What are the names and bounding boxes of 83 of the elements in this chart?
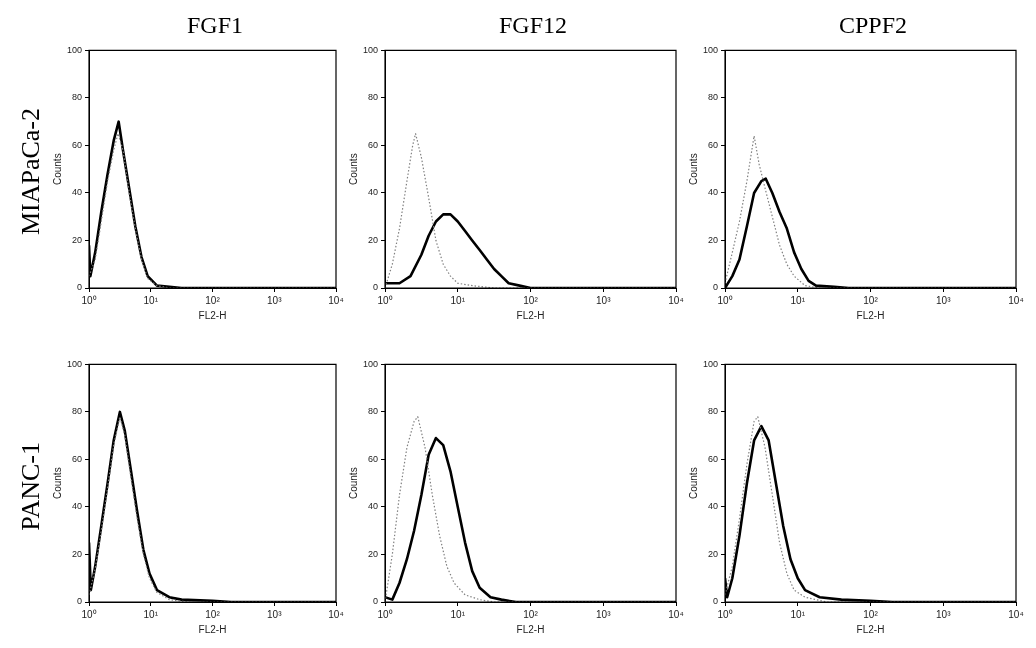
x-tick-label: 10² <box>205 294 221 306</box>
x-tick-label: 10³ <box>596 294 612 306</box>
y-tick-label: 40 <box>708 187 719 198</box>
y-tick-label: 20 <box>72 548 83 559</box>
y-tick-label: 100 <box>66 44 83 55</box>
y-tick-label: 40 <box>72 187 83 198</box>
x-tick-label: 10² <box>863 294 879 306</box>
x-tick-label: 10⁰ <box>717 608 733 620</box>
y-tick-label: 0 <box>713 282 719 293</box>
y-tick-label: 100 <box>66 358 83 369</box>
text: PANC-1 <box>16 441 46 531</box>
y-tick-label: 60 <box>72 139 83 150</box>
x-tick-label: 10¹ <box>143 608 159 620</box>
y-tick-label: 80 <box>72 406 83 417</box>
y-tick-label: 20 <box>368 548 379 559</box>
x-axis-title: FL2-H <box>856 623 885 635</box>
x-tick-label: 10⁰ <box>377 294 393 306</box>
y-tick-label: 60 <box>708 139 719 150</box>
x-tick-label: 10⁴ <box>668 294 684 306</box>
x-tick-label: 10⁴ <box>1008 294 1024 306</box>
x-tick-label: 10⁴ <box>328 294 344 306</box>
x-axis-title: FL2-H <box>516 623 545 635</box>
y-tick-label: 60 <box>708 453 719 464</box>
y-tick-label: 80 <box>708 406 719 417</box>
chart-title: FGF1 <box>186 11 244 40</box>
x-tick-label: 10³ <box>267 294 283 306</box>
y-tick-label: 20 <box>368 234 379 245</box>
y-tick-label: 100 <box>702 44 719 55</box>
y-tick-label: 0 <box>77 596 83 607</box>
y-tick-label: 0 <box>373 596 379 607</box>
y-tick-label: 20 <box>708 548 719 559</box>
y-axis-title: Counts <box>347 467 359 500</box>
y-tick-label: 20 <box>72 234 83 245</box>
y-tick-label: 40 <box>368 501 379 512</box>
x-tick-label: 10² <box>863 608 879 620</box>
y-tick-label: 80 <box>72 92 83 103</box>
x-tick-label: 10¹ <box>450 608 466 620</box>
x-tick-label: 10³ <box>267 608 283 620</box>
x-axis-title: FL2-H <box>198 623 227 635</box>
y-axis-title: Counts <box>687 153 699 186</box>
x-tick-label: 10⁴ <box>668 608 684 620</box>
y-tick-label: 60 <box>72 453 83 464</box>
y-tick-label: 40 <box>72 501 83 512</box>
y-tick-label: 100 <box>362 44 379 55</box>
x-axis-title: FL2-H <box>516 309 545 321</box>
x-tick-label: 10⁴ <box>328 608 344 620</box>
y-tick-label: 20 <box>708 234 719 245</box>
x-tick-label: 10¹ <box>143 294 159 306</box>
y-axis-title: Counts <box>687 467 699 500</box>
y-axis-title: Counts <box>51 153 63 186</box>
y-tick-label: 0 <box>373 282 379 293</box>
x-tick-label: 10¹ <box>790 608 806 620</box>
y-axis-title: Counts <box>347 153 359 186</box>
chart-title: CPPF2 <box>837 11 909 40</box>
x-tick-label: 10³ <box>936 608 952 620</box>
x-tick-label: 10³ <box>936 294 952 306</box>
x-tick-label: 10⁰ <box>717 294 733 306</box>
y-tick-label: 80 <box>368 406 379 417</box>
y-tick-label: 40 <box>708 501 719 512</box>
x-tick-label: 10¹ <box>450 294 466 306</box>
y-tick-label: 80 <box>368 92 379 103</box>
y-tick-label: 0 <box>77 282 83 293</box>
y-tick-label: 80 <box>708 92 719 103</box>
x-axis-title: FL2-H <box>856 309 885 321</box>
x-tick-label: 10² <box>523 294 539 306</box>
x-tick-label: 10² <box>205 608 221 620</box>
x-tick-label: 10³ <box>596 608 612 620</box>
x-tick-label: 10⁴ <box>1008 608 1024 620</box>
y-tick-label: 40 <box>368 187 379 198</box>
y-tick-label: 0 <box>713 596 719 607</box>
y-tick-label: 60 <box>368 453 379 464</box>
y-tick-label: 100 <box>702 358 719 369</box>
y-tick-label: 100 <box>362 358 379 369</box>
chart-title: FGF12 <box>498 11 568 40</box>
y-tick-label: 60 <box>368 139 379 150</box>
x-tick-label: 10⁰ <box>81 294 97 306</box>
x-tick-label: 10² <box>523 608 539 620</box>
text: MIAPaCa-2 <box>16 108 46 236</box>
x-tick-label: 10¹ <box>790 294 806 306</box>
x-tick-label: 10⁰ <box>377 608 393 620</box>
x-axis-title: FL2-H <box>198 309 227 321</box>
x-tick-label: 10⁰ <box>81 608 97 620</box>
y-axis-title: Counts <box>51 467 63 500</box>
